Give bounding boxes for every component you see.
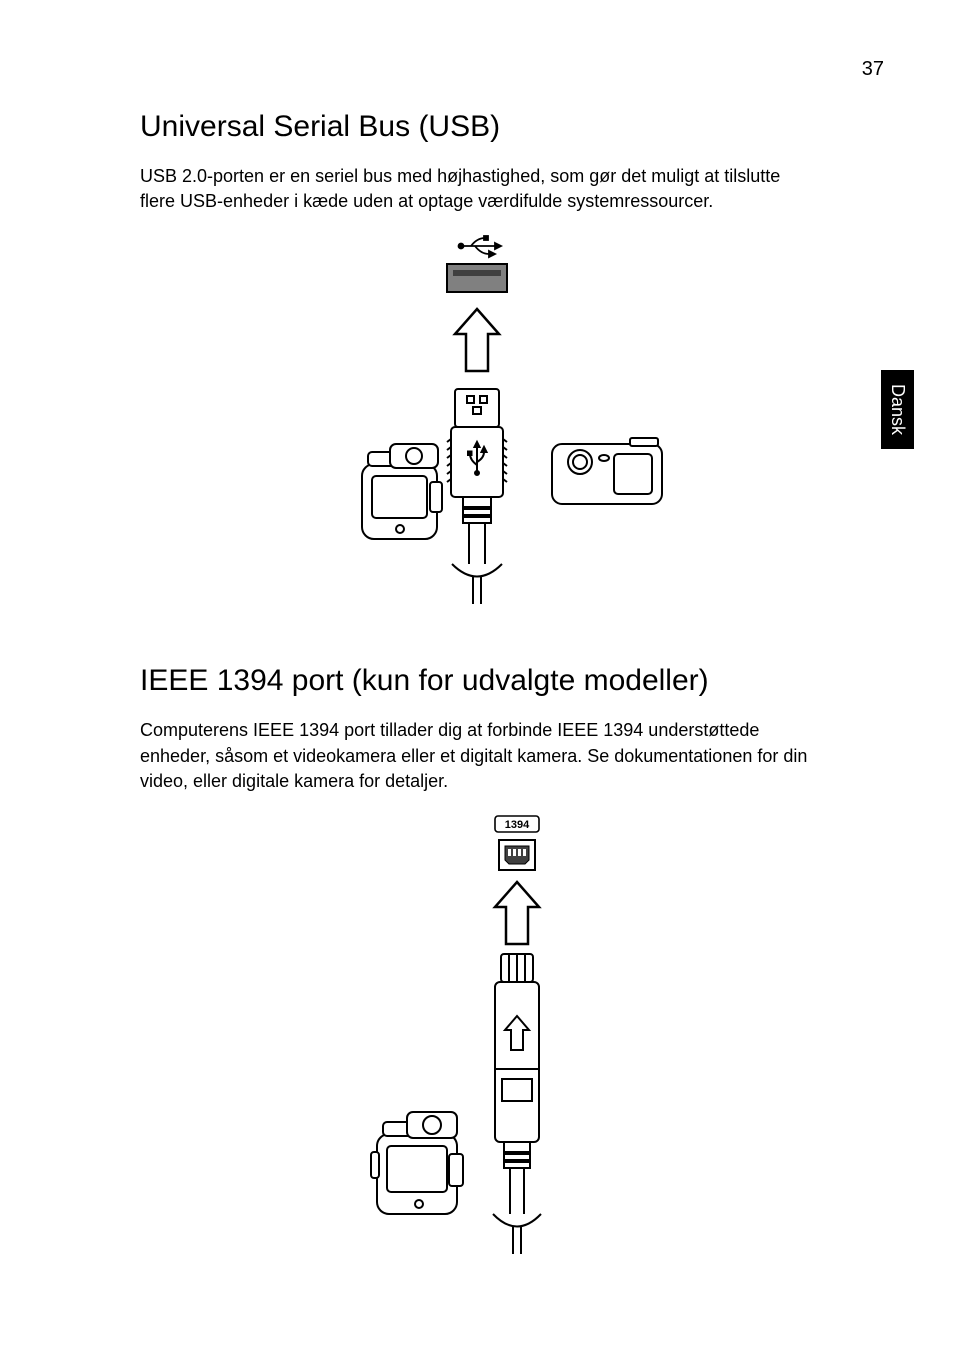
ieee-diagram-svg: 1394 — [327, 814, 627, 1304]
language-tab: Dansk — [881, 370, 914, 449]
ieee-heading: IEEE 1394 port (kun for udvalgte modelle… — [140, 664, 814, 698]
page-number: 37 — [862, 58, 884, 81]
ieee-label: 1394 — [505, 819, 530, 831]
ieee-figure: 1394 — [140, 814, 814, 1304]
page-content: Universal Serial Bus (USB) USB 2.0-porte… — [0, 0, 954, 1304]
usb-body-text: USB 2.0-porten er en seriel bus med højh… — [140, 164, 814, 214]
usb-figure — [140, 234, 814, 614]
usb-diagram-svg — [277, 234, 677, 614]
ieee-body-text: Computerens IEEE 1394 port tillader dig … — [140, 718, 814, 794]
usb-heading: Universal Serial Bus (USB) — [140, 110, 814, 144]
